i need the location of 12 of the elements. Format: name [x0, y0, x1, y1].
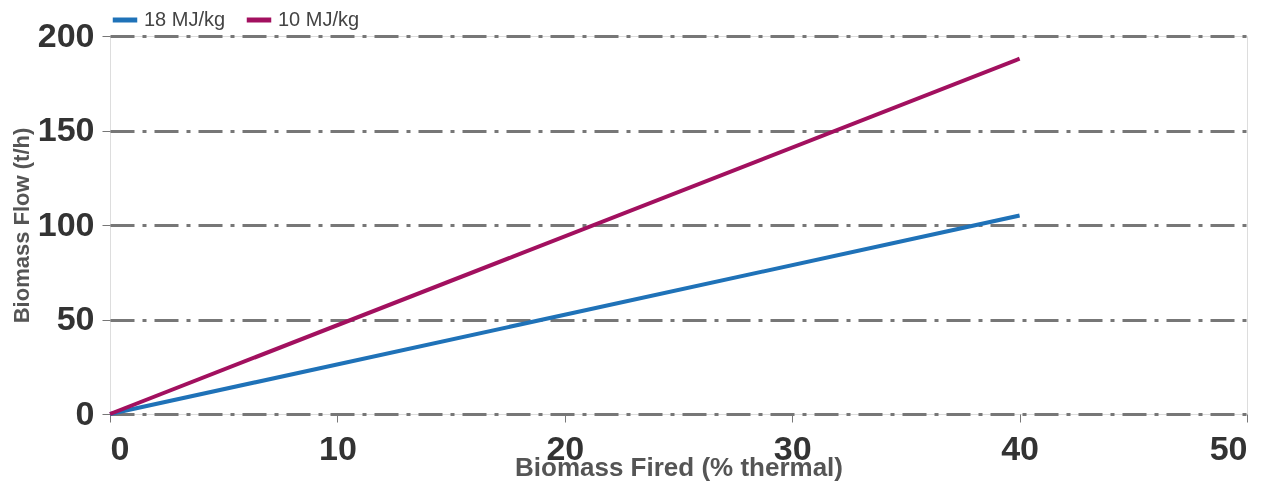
x-tick-label: 50: [1209, 428, 1248, 467]
y-tick-label: 0: [75, 393, 95, 432]
x-tick-label: 40: [1001, 428, 1040, 467]
y-tick-label: 200: [37, 15, 95, 54]
legend-label: 18 MJ/kg: [144, 8, 226, 30]
y-tick-label: 50: [56, 299, 95, 337]
y-axis-title: Biomass Flow (t/h): [8, 127, 34, 324]
y-tick-label: 100: [37, 204, 95, 243]
legend-label: 10 MJ/kg: [278, 8, 360, 30]
y-tick-label: 150: [37, 110, 95, 148]
x-tick-label: 0: [110, 428, 130, 467]
x-tick-label: 10: [318, 428, 357, 467]
